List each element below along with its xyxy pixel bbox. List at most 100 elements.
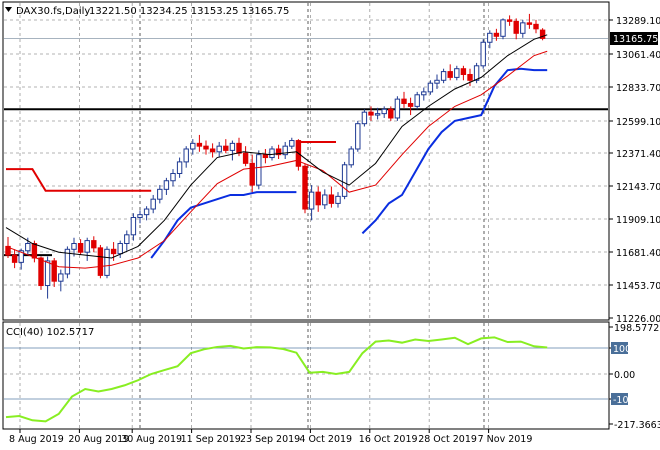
- candle-body: [209, 148, 216, 153]
- candle-body: [421, 91, 427, 96]
- candle-body: [71, 243, 77, 250]
- moving-average-black: [5, 34, 548, 259]
- date-tick-label: 16 Oct 2019: [359, 434, 418, 445]
- candle-body: [216, 145, 222, 153]
- candle-body: [31, 243, 38, 259]
- candle-body: [25, 243, 31, 252]
- candle-body: [44, 260, 51, 287]
- candle-body: [388, 108, 394, 119]
- date-tick-label: 23 Sep 2019: [240, 434, 300, 445]
- candle-body: [124, 234, 130, 245]
- candle-body: [91, 240, 97, 249]
- cci-indicator: [5, 336, 548, 423]
- candle-body: [454, 68, 460, 78]
- candle-body: [117, 243, 123, 255]
- date-tick-label: 28 Oct 2019: [418, 434, 477, 445]
- candle-body: [262, 154, 269, 159]
- cci-tick-label: 198.5772: [614, 323, 659, 334]
- candle-body: [407, 102, 414, 107]
- candle-body: [236, 142, 242, 154]
- candle-body: [440, 71, 447, 81]
- candle-body: [473, 65, 480, 81]
- cci-level-tag: [611, 342, 628, 354]
- candle-body: [302, 165, 308, 210]
- candle-body: [97, 247, 104, 276]
- price-tick-label: 12599.10: [616, 117, 660, 128]
- candle-body: [170, 172, 176, 182]
- candle-body: [401, 98, 407, 104]
- candle-body: [520, 22, 526, 34]
- cci-tick-label: -217.3663: [614, 420, 660, 431]
- candle-body: [18, 250, 24, 263]
- candle-body: [533, 23, 539, 30]
- candle-body: [77, 243, 84, 253]
- candle-body: [460, 68, 467, 75]
- candle-body: [223, 145, 229, 151]
- candle-body: [355, 123, 361, 150]
- ohlc-readout: 13221.50 13234.25 13153.25 13165.75: [89, 6, 289, 17]
- price-axis: 13289.10 13061.40 12833.70 12599.10 12371.40…: [609, 16, 660, 325]
- candle-body: [513, 20, 519, 34]
- candle-body: [506, 19, 513, 22]
- date-tick-label: 8 Aug 2019: [9, 434, 64, 445]
- candle-body: [289, 140, 295, 147]
- moving-averages: [5, 34, 548, 269]
- candle-body: [414, 94, 420, 107]
- price-tick-label: 11681.40: [616, 248, 660, 259]
- candle-body: [381, 108, 387, 115]
- cci-line: [5, 336, 548, 423]
- cci-tick-label: 0.00: [614, 370, 635, 381]
- dropdown-triangle-icon[interactable]: [5, 7, 12, 12]
- candle-body: [394, 98, 401, 119]
- price-tick-label: 12371.40: [616, 149, 660, 160]
- candle-body: [308, 191, 315, 210]
- candle-body: [368, 111, 374, 116]
- candle-body: [335, 195, 341, 204]
- candle-body: [427, 82, 434, 93]
- candle-body: [539, 29, 546, 39]
- candle-body: [282, 145, 288, 156]
- indicator-plot-area[interactable]: [2, 321, 610, 430]
- candle-body: [467, 73, 473, 81]
- candle-body: [5, 245, 11, 256]
- price-tick-label: 12833.70: [616, 83, 660, 94]
- candle-body: [269, 148, 275, 159]
- candle-body: [196, 142, 203, 147]
- moving-average-red: [5, 50, 548, 269]
- candle-body: [84, 240, 90, 253]
- cci-level-tag: [611, 393, 628, 405]
- grid-lines: [4, 3, 608, 428]
- candle-body: [137, 214, 143, 218]
- candle-body: [526, 22, 533, 25]
- candle-body: [110, 248, 117, 255]
- cci-axis: 198.5772 100 0.00 -100 -217.3663: [609, 323, 660, 431]
- date-tick-label: 11 Sep 2019: [181, 434, 241, 445]
- candle-body: [328, 194, 335, 204]
- candle-body: [176, 161, 183, 174]
- candle-body: [249, 162, 255, 186]
- candle-body: [434, 79, 440, 84]
- candle-body: [143, 208, 150, 216]
- candle-body: [11, 254, 18, 263]
- symbol-label: DAX30.fs,Daily: [16, 6, 90, 17]
- cci-tick-label: -100: [613, 395, 635, 406]
- candle-body: [203, 145, 209, 150]
- price-tick-label: 11909.10: [616, 215, 660, 226]
- candle-body: [447, 71, 453, 78]
- date-tick-label: 7 Nov 2019: [478, 434, 533, 445]
- current-price-tag: [610, 32, 658, 45]
- candle-body: [487, 32, 493, 43]
- current-price-label: 13165.75: [613, 34, 658, 45]
- price-tick-label: 11453.70: [616, 281, 660, 292]
- price-tick-label: 12143.70: [616, 182, 660, 193]
- date-tick-label: 4 Oct 2019: [299, 434, 352, 445]
- candle-body: [341, 164, 348, 197]
- candle-body: [256, 154, 262, 186]
- candle-body: [229, 142, 236, 151]
- cci-tick-label: 100: [613, 344, 631, 355]
- candlesticks: [5, 13, 546, 299]
- candle-body: [322, 194, 328, 206]
- candle-body: [104, 248, 110, 276]
